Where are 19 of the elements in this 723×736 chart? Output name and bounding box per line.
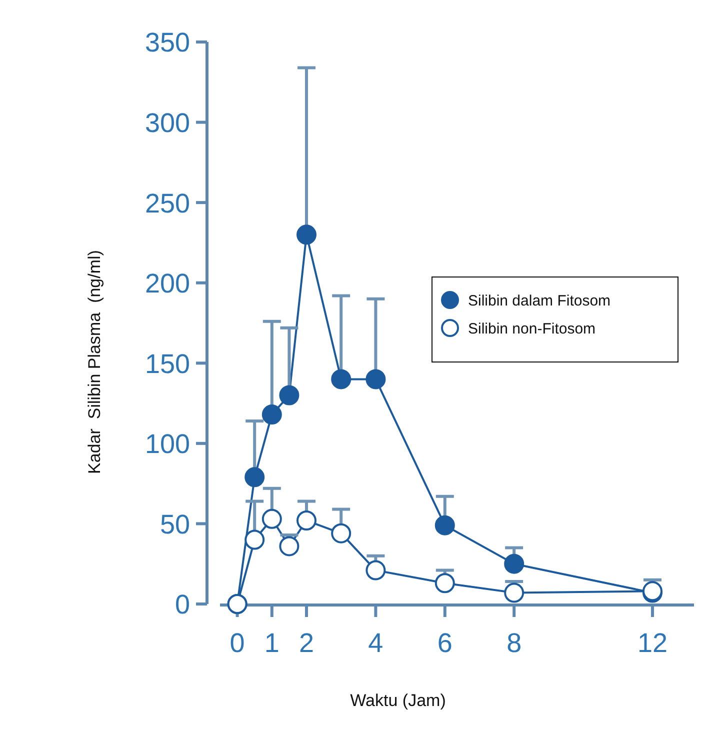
x-tick-label: 8 (506, 628, 522, 658)
x-tick-label: 4 (368, 628, 384, 658)
y-tick-label: 250 (144, 188, 190, 218)
y-tick-label: 100 (144, 429, 190, 460)
x-tick-label: 0 (230, 628, 245, 658)
x-tick-label: 1 (264, 628, 280, 658)
x-axis-title: Waktu (Jam) (350, 691, 446, 710)
y-tick-label: 50 (160, 509, 190, 540)
legend-label: Silibin non-Fitosom (468, 320, 596, 338)
y-axis-title: Kadar Silibin Plasma (ng/ml) (85, 250, 104, 474)
y-tick-label: 0 (174, 590, 190, 620)
y-tick-label: 350 (144, 28, 190, 58)
y-tick-label: 300 (144, 108, 190, 138)
x-tick-label: 12 (637, 628, 668, 658)
x-tick-label: 6 (437, 628, 452, 658)
legend-label: Silibin dalam Fitosom (468, 292, 611, 310)
y-tick-label: 200 (144, 268, 190, 299)
y-tick-label: 150 (144, 348, 190, 379)
x-tick-label: 2 (298, 628, 314, 658)
